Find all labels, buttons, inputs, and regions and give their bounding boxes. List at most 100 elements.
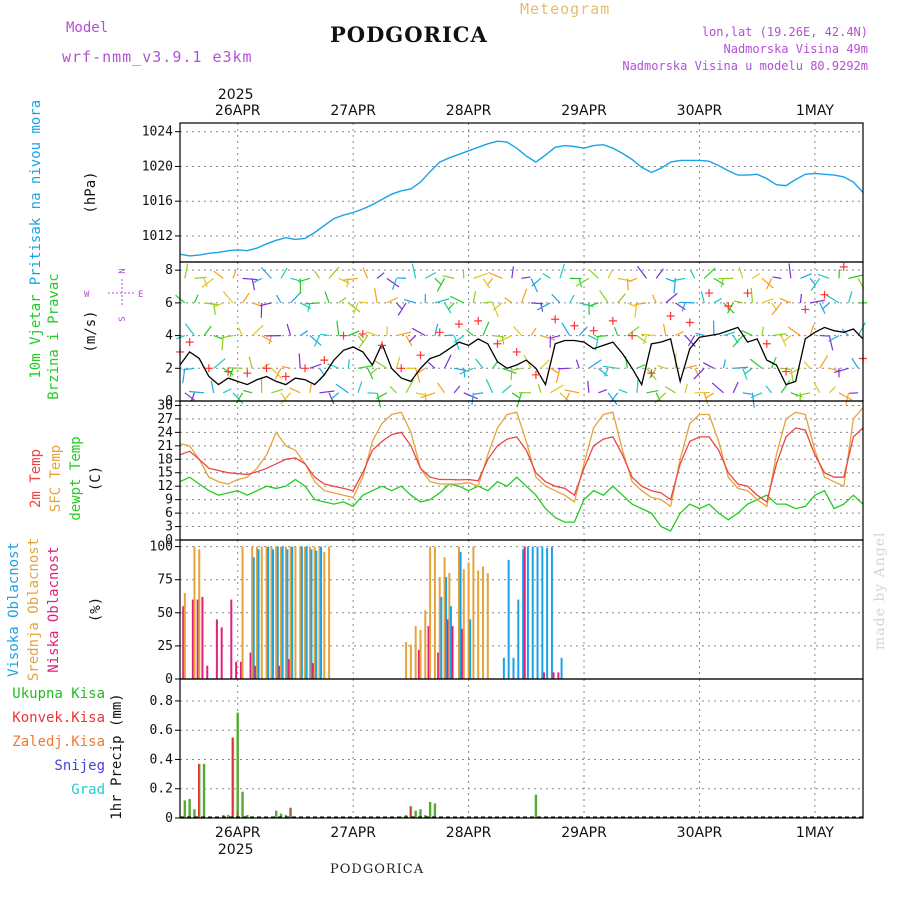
wind-direction-arrow bbox=[551, 293, 561, 304]
cloud-bar-mid bbox=[241, 546, 244, 679]
wind-direction-arrow bbox=[851, 357, 859, 369]
cloud-bar-mid bbox=[433, 546, 436, 679]
wind-direction-arrow bbox=[275, 294, 282, 304]
cloud-bar-low bbox=[249, 652, 252, 679]
temp-unit: (C) bbox=[88, 466, 104, 491]
wind-gust-marker bbox=[224, 367, 233, 376]
wind-direction-arrow bbox=[482, 278, 491, 289]
wind-direction-arrow bbox=[809, 299, 825, 304]
wind-direction-arrow bbox=[473, 272, 488, 279]
wind-direction-arrow bbox=[327, 363, 339, 369]
wind-gust-marker bbox=[628, 331, 637, 340]
cloud-bar-high bbox=[276, 546, 279, 679]
wind-direction-arrow bbox=[309, 383, 312, 393]
wind-direction-arrow bbox=[270, 367, 283, 380]
wind-direction-arrow bbox=[848, 274, 864, 279]
wind-direction-arrow bbox=[626, 278, 629, 291]
wind-direction-arrow bbox=[498, 335, 513, 343]
model-altitude-label: Nadmorska Visina u modelu 80.9292m bbox=[622, 59, 868, 73]
wind-direction-arrow bbox=[822, 302, 830, 310]
wind-direction-arrow bbox=[575, 277, 590, 287]
ytick-label-clouds-0: 0 bbox=[165, 672, 173, 687]
ytick-label-temperature-8: 24 bbox=[157, 425, 173, 440]
wind-direction-arrow bbox=[488, 271, 503, 279]
wind-direction-arrow bbox=[520, 288, 528, 304]
wind-direction-arrow bbox=[307, 302, 311, 312]
wind-direction-arrow bbox=[395, 302, 403, 310]
cloud-bar-mid bbox=[467, 562, 470, 679]
wind-direction-arrow bbox=[564, 389, 580, 394]
wind-direction-arrow bbox=[513, 326, 522, 336]
wind-direction-arrow bbox=[444, 302, 452, 314]
panel-frame-precip bbox=[179, 678, 864, 819]
precip-bar-convective bbox=[289, 807, 291, 818]
wind-direction-arrow bbox=[298, 353, 301, 369]
wind-direction-arrow bbox=[703, 392, 709, 405]
wind-direction-arrow bbox=[453, 335, 465, 343]
cloud-bar-high bbox=[541, 546, 544, 679]
wind-direction-arrow bbox=[352, 302, 359, 315]
cloud-bar-mid bbox=[255, 546, 258, 679]
wind-direction-arrow bbox=[415, 368, 421, 383]
xaxis-bottom-label-2: 28APR bbox=[446, 825, 492, 841]
compass-north: N bbox=[118, 268, 128, 273]
wind-direction-arrow bbox=[637, 266, 648, 279]
wind-direction-arrow bbox=[783, 335, 792, 342]
cloud-bar-high bbox=[522, 549, 525, 679]
wind-speed-line bbox=[179, 326, 864, 387]
panel-frame-wind bbox=[179, 261, 864, 402]
wind-direction-arrow bbox=[679, 301, 695, 304]
xaxis-bottom-label-1: 27APR bbox=[330, 825, 376, 841]
cloud-bar-low bbox=[182, 606, 185, 679]
precip-ylabel: 1hr Precip (mm) bbox=[109, 693, 125, 819]
wind-direction-arrow bbox=[675, 330, 684, 337]
wind-direction-arrow bbox=[281, 365, 291, 369]
wind-direction-arrow bbox=[636, 377, 639, 393]
wind-direction-arrow bbox=[845, 392, 850, 405]
cloud-bar-high bbox=[459, 551, 462, 679]
wind-direction-arrow bbox=[386, 297, 398, 304]
wind-direction-arrow bbox=[588, 335, 598, 341]
cloud-bar-high bbox=[526, 546, 529, 679]
wind-direction-arrow bbox=[213, 302, 216, 315]
wind-direction-arrow bbox=[328, 392, 335, 405]
wind-direction-arrow bbox=[450, 295, 465, 304]
cloud-bar-mid bbox=[284, 546, 287, 679]
wind-direction-arrow bbox=[795, 392, 811, 397]
wind-direction-arrow bbox=[723, 331, 736, 337]
wind-direction-arrow bbox=[512, 367, 522, 371]
cloud-bar-low bbox=[230, 599, 233, 679]
wind-direction-arrow bbox=[243, 389, 253, 394]
wind-direction-arrow bbox=[358, 335, 369, 349]
lonlat-label: lon,lat (19.26E, 42.4N) bbox=[701, 25, 868, 39]
wind-direction-arrow bbox=[182, 367, 195, 371]
wind-direction-arrow bbox=[750, 287, 753, 303]
wind-direction-arrow bbox=[589, 269, 599, 279]
wind-direction-arrow bbox=[447, 302, 455, 310]
wind-direction-arrow bbox=[261, 363, 270, 369]
precip-bar-total bbox=[274, 810, 278, 818]
precip-bar-total bbox=[193, 809, 196, 818]
cloud-bar-high bbox=[310, 549, 313, 679]
wind-direction-arrow bbox=[819, 355, 829, 369]
wind-direction-arrow bbox=[397, 302, 407, 316]
precip-bar-total bbox=[400, 816, 403, 818]
cloud-bar-low bbox=[235, 661, 238, 679]
wind-direction-arrow bbox=[237, 327, 244, 336]
wind-direction-arrow bbox=[744, 367, 753, 375]
xaxis-bottom-label-0: 26APR bbox=[215, 825, 261, 841]
wind-direction-arrow bbox=[434, 298, 450, 304]
wind-direction-arrow bbox=[726, 302, 734, 314]
wind-direction-arrow bbox=[516, 392, 523, 408]
wind-direction-arrow bbox=[376, 272, 385, 279]
cloud-bar-mid bbox=[308, 546, 311, 679]
xaxis-top-label-4: 30APR bbox=[677, 103, 723, 119]
wind-direction-arrow bbox=[540, 359, 550, 369]
cloud-bar-mid bbox=[409, 644, 412, 679]
cloud-bar-low bbox=[278, 665, 281, 679]
cloud-bar-high bbox=[300, 546, 303, 679]
wind-direction-arrow bbox=[290, 277, 300, 282]
cloud-bar-mid bbox=[438, 577, 441, 679]
wind-direction-arrow bbox=[459, 367, 474, 375]
cloud-bar-low bbox=[542, 672, 545, 679]
